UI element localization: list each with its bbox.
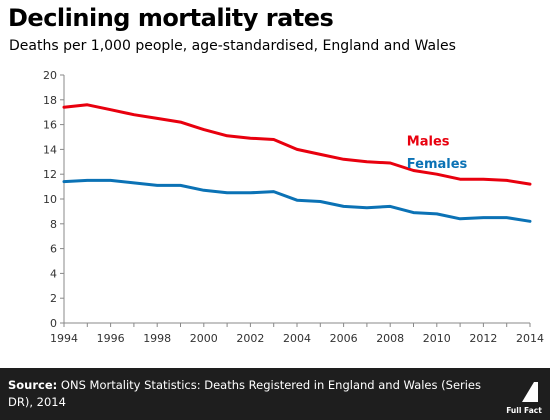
x-tick-label: 2012 [469, 332, 497, 345]
y-tick-label: 16 [43, 119, 57, 132]
source-note: Source: ONS Mortality Statistics: Deaths… [8, 377, 498, 411]
chart-title: Declining mortality rates [8, 4, 334, 32]
x-tick-label: 1998 [143, 332, 171, 345]
series-label-males: Males [407, 135, 450, 150]
logo-text: Full Fact [506, 406, 542, 415]
series-line-females [62, 178, 532, 223]
y-tick-label: 20 [43, 69, 57, 82]
x-tick-label: 2014 [516, 332, 544, 345]
y-tick-label: 12 [43, 168, 57, 181]
x-tick-label: 2008 [376, 332, 404, 345]
series-label-females: Females [407, 157, 468, 172]
y-tick-label: 4 [50, 267, 57, 280]
x-tick-label: 2004 [283, 332, 311, 345]
y-tick-label: 14 [43, 143, 57, 156]
y-tick-label: 6 [50, 243, 57, 256]
line-chart: 0 2 4 6 8 10 12 14 16 18 20 1994 1996 1998 2000 2002 200… [43, 69, 544, 345]
x-tick-label: 1996 [97, 332, 125, 345]
x-tick-label: 2010 [423, 332, 451, 345]
y-tick-label: 8 [50, 218, 57, 231]
y-tick-label: 0 [50, 317, 57, 330]
source-text: ONS Mortality Statistics: Deaths Registe… [8, 378, 482, 409]
x-tick-label: 2006 [330, 332, 358, 345]
full-fact-logo-icon: Full Fact [506, 382, 542, 415]
x-tick-label: 2002 [236, 332, 264, 345]
source-label: Source: [8, 378, 58, 392]
series-line-males [62, 103, 532, 186]
y-tick-label: 10 [43, 193, 57, 206]
x-tick-label: 1994 [50, 332, 78, 345]
footer: Source: ONS Mortality Statistics: Deaths… [0, 368, 550, 420]
y-tick-label: 18 [43, 94, 57, 107]
y-tick-label: 2 [50, 292, 57, 305]
chart-subtitle: Deaths per 1,000 people, age-standardise… [9, 38, 456, 54]
x-tick-label: 2000 [190, 332, 218, 345]
